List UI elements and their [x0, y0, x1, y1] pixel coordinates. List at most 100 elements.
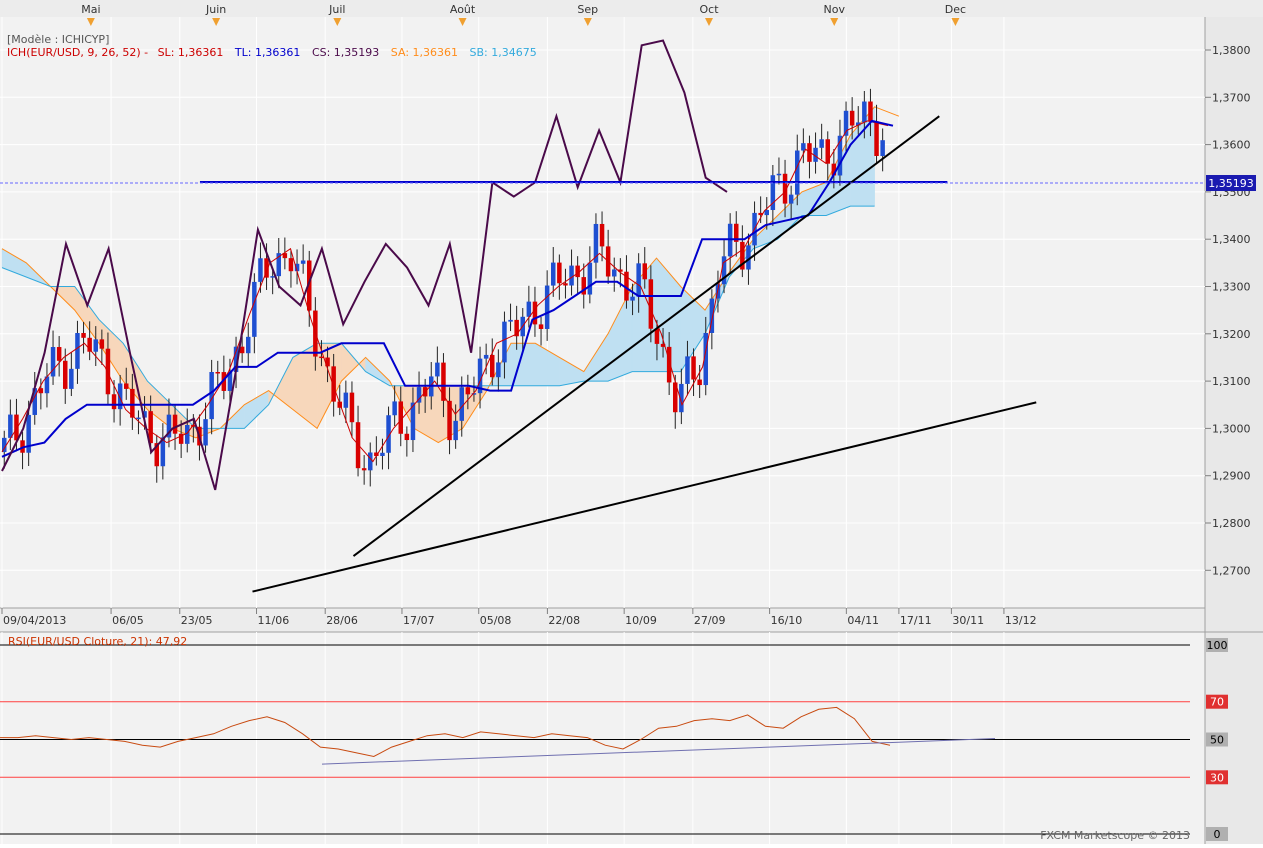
rsi-trendline — [321, 738, 996, 765]
candle-body — [38, 388, 44, 394]
candle-body — [343, 392, 349, 408]
candle-body — [721, 256, 727, 285]
date-label: 11/06 — [258, 614, 290, 627]
price-marker — [1206, 175, 1256, 191]
candle-body — [551, 262, 556, 286]
candle-body — [453, 420, 458, 441]
candle-body — [685, 356, 690, 384]
candle-body — [703, 332, 708, 386]
candle-body — [87, 337, 92, 352]
candle-body — [300, 260, 306, 264]
candle-body — [666, 346, 672, 383]
candle-body — [227, 371, 233, 391]
candle-body — [252, 281, 257, 337]
candle-body — [599, 223, 605, 247]
candle-body — [880, 140, 885, 156]
lower-trendline[interactable] — [252, 401, 1037, 593]
candle-body — [160, 437, 166, 467]
candle-body — [544, 285, 550, 329]
price-panel[interactable] — [0, 17, 1205, 608]
candle-body — [392, 401, 397, 416]
legend-ich-name: ICH(EUR/USD, 9, 26, 52) - — [7, 46, 148, 59]
candle-body — [185, 424, 190, 444]
copyright: FXCM Marketscope © 2013 — [1040, 829, 1190, 842]
candle-body — [50, 347, 56, 377]
candle-body — [819, 139, 824, 148]
kijun-sen-line — [1, 119, 894, 458]
month-marker — [333, 18, 342, 26]
candle-body — [526, 301, 532, 317]
rsi-line — [0, 706, 891, 758]
month-label: Juin — [205, 3, 226, 16]
legend-tl: TL: 1,36361 — [234, 46, 301, 59]
candle-body — [740, 241, 745, 270]
candle-body — [215, 372, 220, 374]
price-tick-label: 1,3000 — [1212, 422, 1251, 435]
tenkan-sen-line — [1, 120, 889, 463]
candle-body — [502, 321, 507, 363]
upper-trendline[interactable] — [352, 115, 940, 557]
candle-body — [191, 424, 196, 427]
candle-body — [380, 452, 385, 457]
candle-body — [538, 324, 544, 329]
candle-body — [581, 277, 586, 295]
candle-body — [642, 263, 647, 280]
date-label: 23/05 — [181, 614, 213, 627]
rsi-panel[interactable] — [0, 632, 1205, 844]
rsi-level-badge — [1206, 827, 1228, 841]
candle-body — [532, 301, 538, 325]
candle-body — [246, 336, 251, 354]
rsi-level-label: 70 — [1210, 696, 1224, 709]
candle-body — [239, 346, 245, 354]
candle-body — [624, 271, 629, 301]
price-tick-label: 1,3700 — [1212, 91, 1251, 104]
candle-body — [660, 343, 666, 347]
month-label: Dec — [945, 3, 966, 16]
candle-body — [593, 223, 599, 263]
candle-body — [32, 388, 37, 415]
candle-body — [264, 258, 269, 278]
candle-body — [233, 346, 239, 372]
candle-body — [612, 269, 617, 277]
candle-body — [563, 283, 568, 286]
date-label: 06/05 — [112, 614, 144, 627]
month-label: Nov — [824, 3, 846, 16]
candle-body — [117, 383, 123, 410]
candle-body — [630, 296, 635, 301]
candle-body — [130, 388, 135, 418]
candle-body — [831, 163, 837, 176]
indicator-lines — [1, 39, 948, 491]
candle-body — [648, 279, 654, 329]
axis-labels: 1,38001,37001,36001,35001,34001,33001,32… — [1, 3, 1251, 627]
date-label: 22/08 — [548, 614, 580, 627]
date-label: 16/10 — [771, 614, 803, 627]
candle-body — [673, 382, 678, 413]
candle-body — [636, 263, 641, 297]
candle-body — [386, 415, 391, 453]
candle-body — [874, 121, 879, 156]
candle-body — [374, 452, 379, 457]
candle-body — [849, 110, 855, 126]
candle-body — [465, 387, 471, 395]
candle-body — [75, 333, 80, 369]
month-marker — [458, 18, 467, 26]
candle-body — [587, 262, 593, 295]
candle-body — [221, 372, 227, 391]
candle-body — [697, 379, 702, 386]
candle-body — [105, 348, 111, 395]
legend-cs: CS: 1,35193 — [312, 46, 379, 59]
candle-body — [776, 173, 782, 176]
rsi-level-badge — [1206, 638, 1228, 652]
candle-body — [471, 393, 477, 395]
price-tick-label: 1,3100 — [1212, 375, 1251, 388]
grid — [0, 17, 1205, 844]
candle-body — [575, 265, 580, 278]
candle-body — [496, 362, 501, 378]
candle-body — [477, 358, 483, 394]
legend-sl: SL: 1,36361 — [158, 46, 224, 59]
candle-body — [782, 173, 788, 204]
candle-body — [331, 366, 336, 402]
candle-body — [282, 253, 288, 259]
month-marker — [830, 18, 839, 26]
